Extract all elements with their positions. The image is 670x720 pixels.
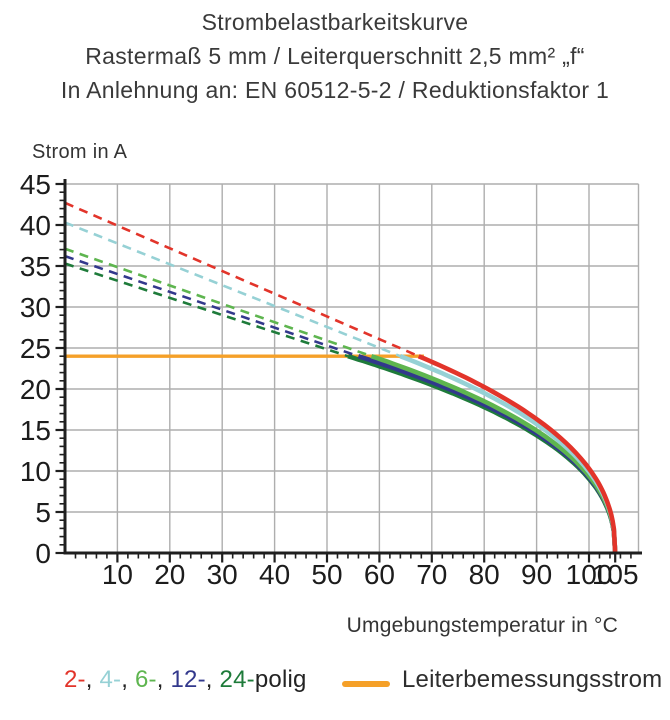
- chart-title-line1: Strombelastbarkeitskurve: [201, 9, 469, 35]
- pole-count-24: 24-: [219, 666, 255, 693]
- y-tick-label: 10: [20, 456, 51, 487]
- legend-separator: ,: [205, 666, 220, 693]
- pole-count-2: 2-: [64, 666, 86, 693]
- pole-count-6: 6-: [135, 666, 157, 693]
- y-tick-label: 20: [20, 374, 51, 405]
- poles-legend: 2-, 4-, 6-, 12-, 24-polig: [64, 666, 307, 694]
- chart-title-block: Strombelastbarkeitskurve Rastermaß 5 mm …: [0, 5, 670, 107]
- x-tick-label: 50: [311, 559, 342, 590]
- y-tick-label: 15: [20, 415, 51, 446]
- x-tick-label: 90: [521, 559, 552, 590]
- x-axis-label: Umgebungstemperatur in °C: [346, 614, 618, 637]
- dashed-curve-24-polig: [64, 262, 349, 358]
- pole-count-12: 12-: [170, 666, 206, 693]
- y-tick-label: 45: [20, 169, 51, 200]
- dashed-curve-12-polig: [64, 254, 359, 358]
- limit-line-swatch: [342, 681, 390, 687]
- x-tick-label: 10: [102, 559, 133, 590]
- x-tick-label: 70: [416, 559, 447, 590]
- legend-separator: ,: [121, 666, 135, 693]
- y-tick-label: 0: [35, 538, 51, 569]
- x-tick-label: 30: [207, 559, 238, 590]
- x-tick-label: 80: [469, 559, 500, 590]
- dashed-curve-4-polig: [64, 221, 401, 358]
- y-tick-label: 40: [20, 210, 51, 241]
- dashed-curve-2-polig: [64, 201, 420, 358]
- y-tick-label: 25: [20, 333, 51, 364]
- dashed-curve-6-polig: [64, 247, 372, 358]
- x-tick-label: 100: [566, 559, 613, 590]
- legend-suffix: polig: [254, 666, 307, 693]
- limit-line-label: Leiterbemessungsstrom: [402, 666, 663, 693]
- legend-separator: ,: [156, 666, 171, 693]
- legend-separator: ,: [85, 666, 100, 693]
- x-tick-label: 40: [259, 559, 290, 590]
- x-tick-label: 60: [364, 559, 395, 590]
- y-axis-label: Strom in A: [32, 141, 128, 163]
- y-tick-label: 35: [20, 251, 51, 282]
- chart-title-line2: Rastermaß 5 mm / Leiterquerschnitt 2,5 m…: [85, 43, 585, 69]
- pole-count-4: 4-: [99, 666, 122, 693]
- chart-title-line3: In Anlehnung an: EN 60512-5-2 / Reduktio…: [60, 77, 610, 103]
- x-tick-label: 105: [592, 559, 639, 590]
- y-tick-label: 5: [35, 497, 51, 528]
- x-tick-label: 20: [154, 559, 185, 590]
- y-tick-label: 30: [20, 292, 51, 323]
- solid-curve-2-polig: [417, 354, 618, 554]
